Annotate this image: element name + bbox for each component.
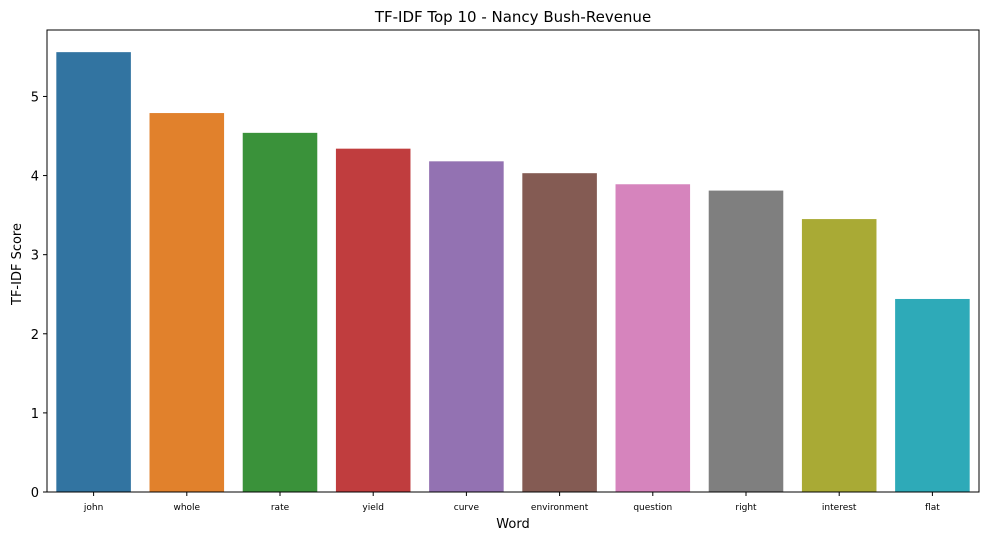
bar-environment: [522, 173, 597, 492]
x-tick-label: curve: [454, 503, 480, 513]
y-tick-label: 3: [31, 249, 39, 264]
x-tick-label: question: [633, 503, 672, 513]
y-tick-label: 5: [31, 90, 39, 105]
bar-yield: [335, 148, 411, 493]
x-axis-label: Word: [496, 517, 529, 532]
y-tick-label: 2: [31, 328, 39, 343]
x-tick-label: rate: [271, 503, 290, 513]
bar-flat: [895, 298, 970, 492]
bars-group: [56, 52, 970, 493]
x-axis: john whole rate yield curve environment questi…: [83, 492, 940, 513]
chart-title: TF-IDF Top 10 - Nancy Bush-Revenue: [374, 8, 651, 26]
plot-frame: [46, 29, 980, 493]
x-tick-label: whole: [173, 503, 200, 513]
bar-whole: [149, 113, 225, 493]
y-tick-label: 0: [31, 486, 39, 501]
x-tick-label: environment: [531, 503, 589, 513]
bar-right: [708, 190, 784, 492]
y-tick-label: 4: [31, 170, 39, 185]
bar-interest: [801, 219, 877, 493]
x-tick-label: interest: [822, 503, 857, 513]
x-tick-label: yield: [362, 503, 384, 513]
bar-question: [615, 184, 691, 492]
bar-curve: [429, 161, 504, 493]
x-tick-label: flat: [925, 503, 940, 513]
y-tick-label: 1: [31, 407, 39, 422]
y-axis-label: TF-IDF Score: [10, 223, 25, 306]
y-axis: 0 1 2 3 4 5: [31, 90, 47, 501]
bar-john: [56, 52, 131, 492]
x-tick-label: john: [83, 503, 103, 513]
x-tick-label: right: [735, 503, 757, 513]
bar-rate: [242, 132, 318, 492]
